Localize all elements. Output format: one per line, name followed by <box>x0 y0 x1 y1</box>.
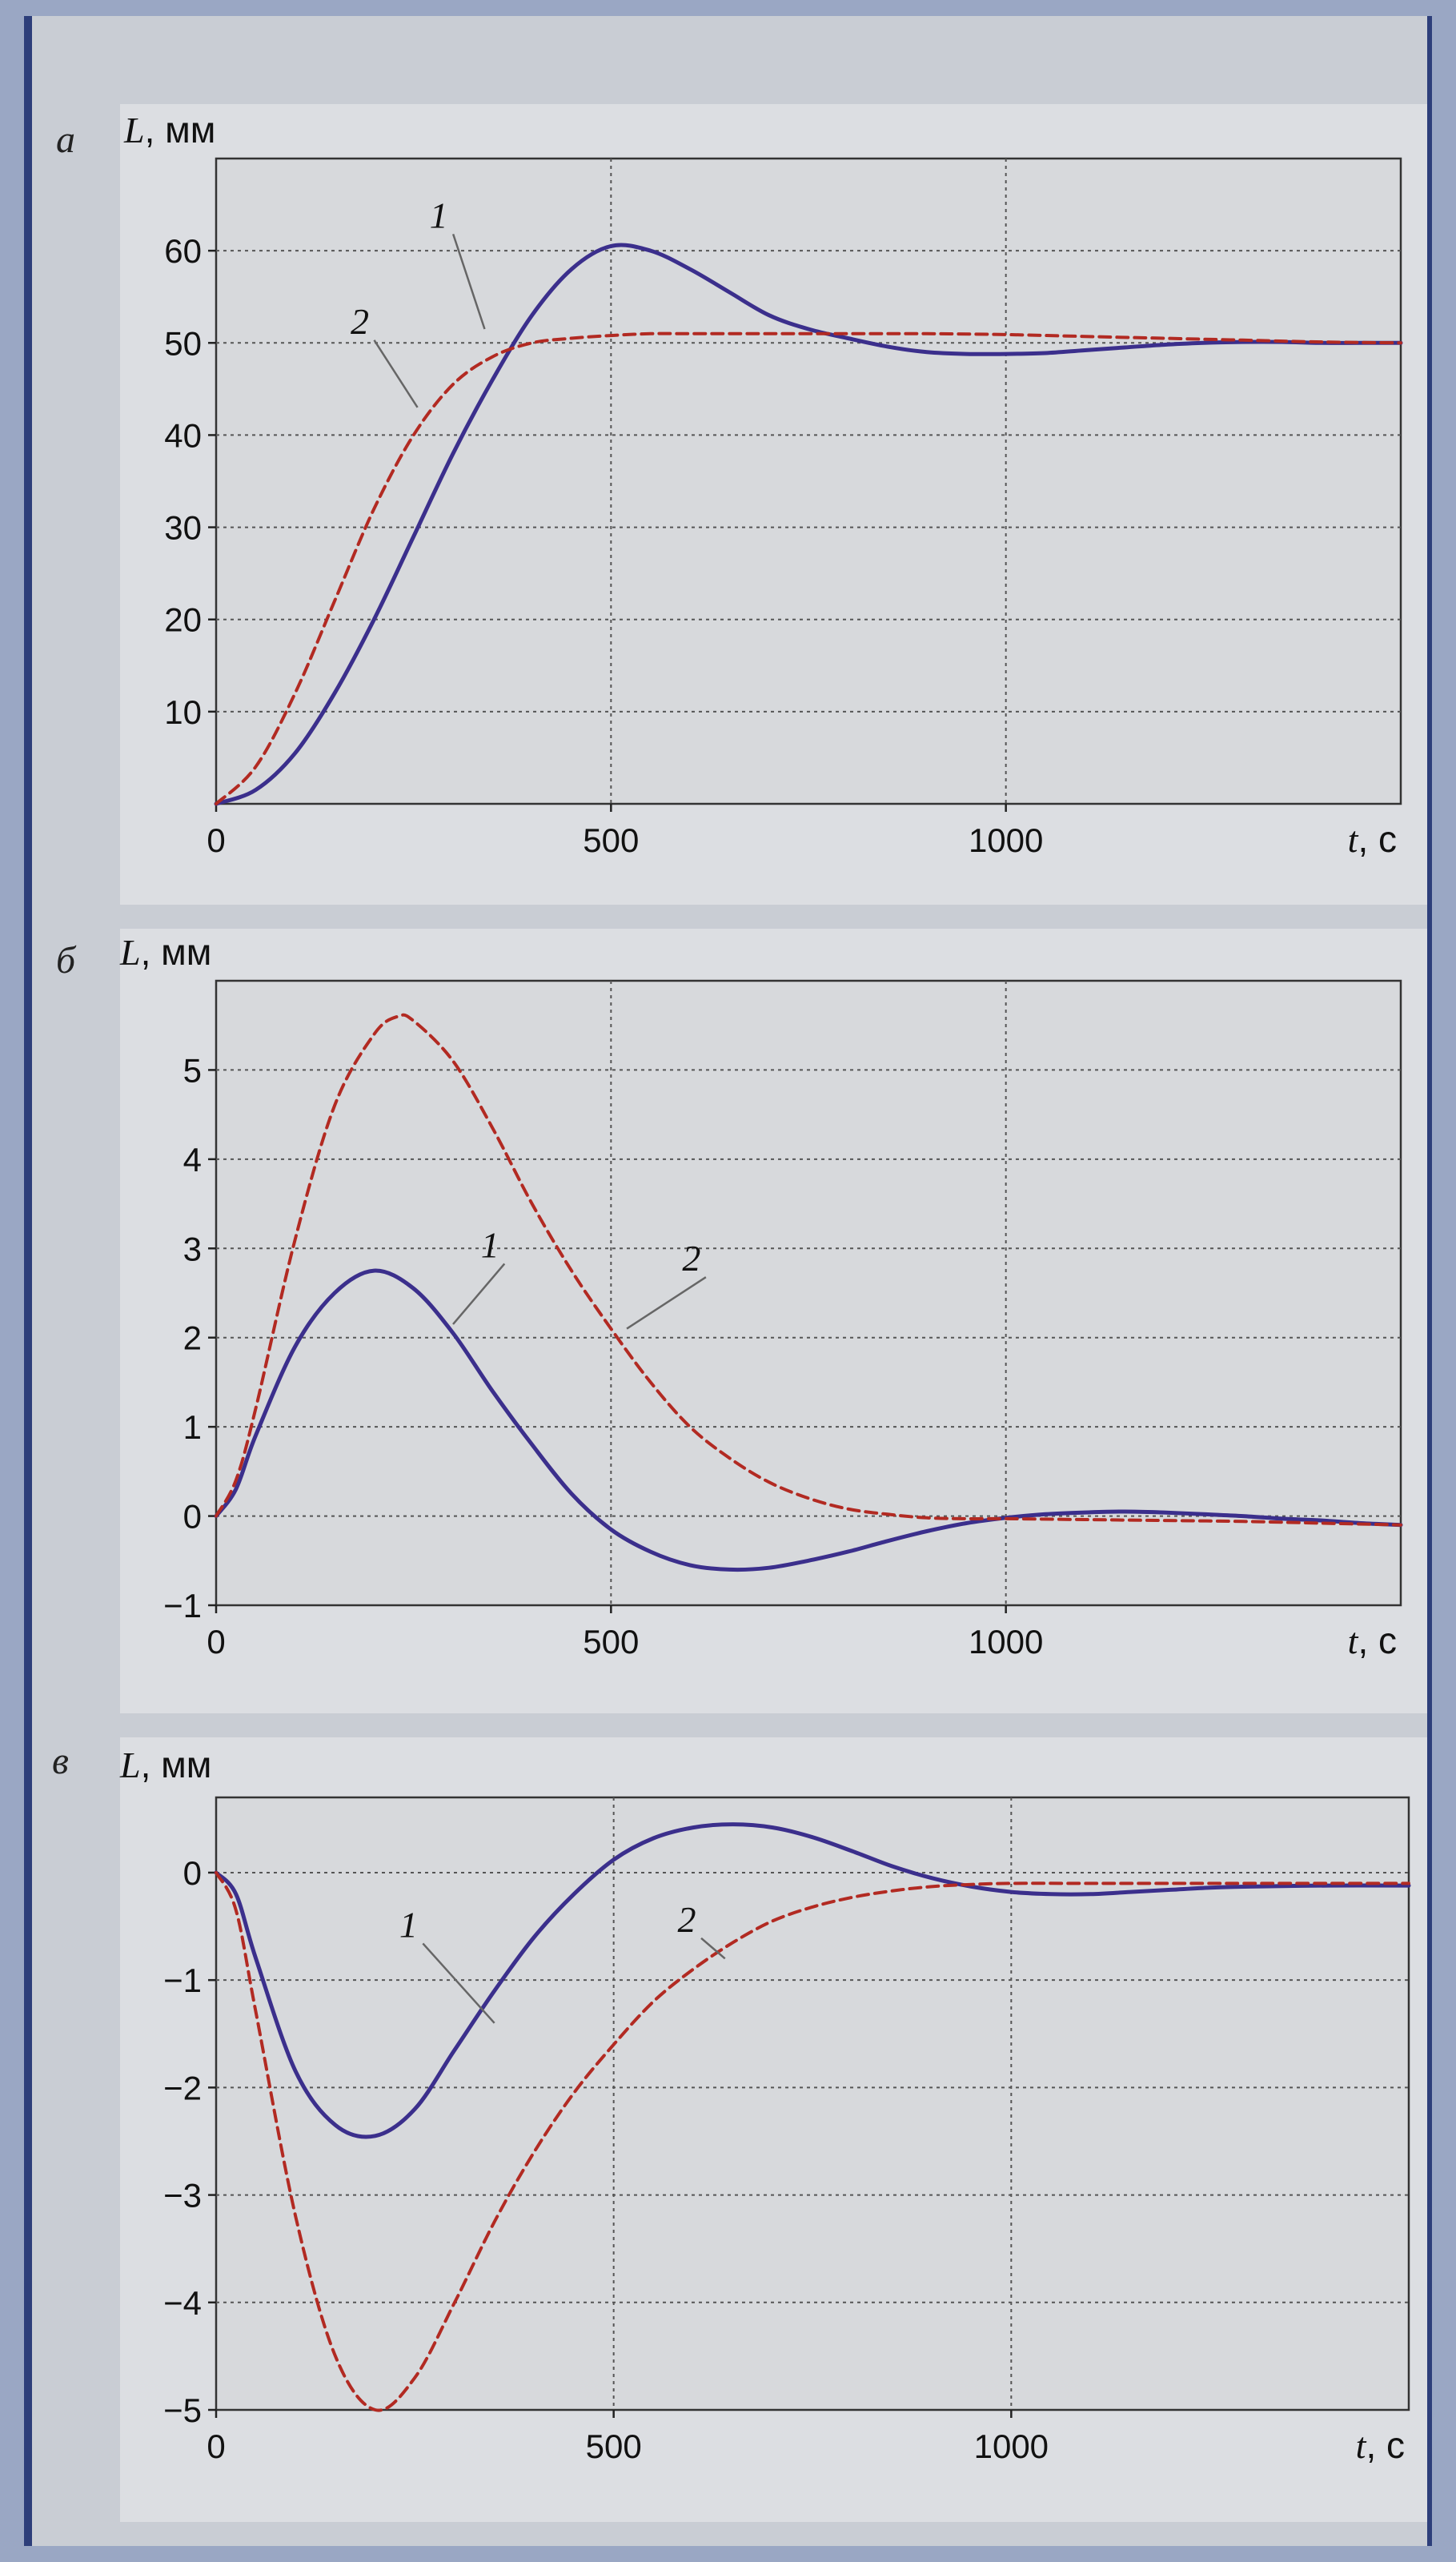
curve-label-2: 2 <box>682 1238 700 1279</box>
y-tick-label: −3 <box>163 2177 202 2215</box>
chart-panel-2: −5 −4 −3 −2 −1 0 0 500 1000 t, с в L, мм 1 2 <box>52 1737 1427 2522</box>
figure-frame: 10 20 30 40 50 60 0 500 1000 t, с а L, мм 1 2 −1 0 1 2 3 4 5… <box>24 16 1432 2546</box>
y-tick-label: 2 <box>183 1319 202 1357</box>
y-tick-label: 0 <box>183 1854 202 1892</box>
x-tick-label: 500 <box>586 2427 642 2465</box>
y-tick-label: 3 <box>183 1230 202 1267</box>
curve-label-1: 1 <box>399 1904 418 1945</box>
y-axis-label: L, мм <box>123 109 215 151</box>
x-tick-label: 500 <box>583 1623 639 1660</box>
x-axis-label: t, с <box>1356 2424 1405 2466</box>
curve-label-2: 2 <box>678 1899 696 1940</box>
curve-label-leader <box>422 1942 495 2024</box>
x-tick-label: 500 <box>583 821 639 859</box>
y-tick-label: 5 <box>183 1051 202 1089</box>
series-line-2 <box>215 331 1402 805</box>
y-tick-label: 20 <box>164 601 202 639</box>
plot-area <box>215 157 1402 805</box>
series-line-2 <box>215 1013 1402 1527</box>
y-tick-label: 30 <box>164 509 202 547</box>
series-line-1 <box>214 1268 1403 1572</box>
curve-label-leader <box>451 233 486 330</box>
panel-letter: в <box>52 1740 69 1782</box>
x-tick-label: 0 <box>207 821 225 859</box>
y-tick-label: −2 <box>163 2069 202 2106</box>
x-tick-label: 0 <box>207 2427 225 2465</box>
y-tick-label: 40 <box>164 416 202 454</box>
curve-label-2: 2 <box>351 301 369 342</box>
plot-area <box>215 1796 1410 2411</box>
curve-label-1: 1 <box>430 195 448 235</box>
series-line-2 <box>215 1870 1410 2412</box>
panel-letter: а <box>56 118 75 161</box>
chart-panel-0: 10 20 30 40 50 60 0 500 1000 t, с а L, мм 1 2 <box>56 104 1427 905</box>
curve-label-leader <box>700 1937 726 1960</box>
x-tick-label: 0 <box>207 1623 225 1660</box>
plot-area <box>215 979 1402 1607</box>
series-line-1 <box>214 1822 1411 2139</box>
panel-letter: б <box>56 939 77 982</box>
y-tick-label: 60 <box>164 232 202 270</box>
y-tick-label: 0 <box>183 1498 202 1536</box>
y-tick-label: 4 <box>183 1141 202 1179</box>
y-axis-label: L, мм <box>119 931 211 973</box>
y-tick-label: −1 <box>163 1962 202 1999</box>
series-line-1 <box>214 243 1403 806</box>
y-tick-label: −1 <box>163 1587 202 1624</box>
curve-label-leader <box>373 339 419 408</box>
x-tick-label: 1000 <box>974 2427 1049 2465</box>
y-tick-label: 10 <box>164 693 202 731</box>
y-tick-label: −4 <box>163 2284 202 2322</box>
y-axis-label: L, мм <box>119 1744 211 1785</box>
x-tick-label: 1000 <box>969 821 1043 859</box>
curve-label-1: 1 <box>481 1224 499 1265</box>
x-tick-label: 1000 <box>969 1623 1043 1660</box>
y-tick-label: −5 <box>163 2391 202 2429</box>
x-axis-label: t, с <box>1348 818 1397 860</box>
curve-label-leader <box>626 1276 707 1330</box>
y-tick-label: 1 <box>183 1408 202 1446</box>
curve-label-leader <box>452 1263 506 1325</box>
x-axis-label: t, с <box>1348 1620 1397 1661</box>
y-tick-label: 50 <box>164 324 202 362</box>
